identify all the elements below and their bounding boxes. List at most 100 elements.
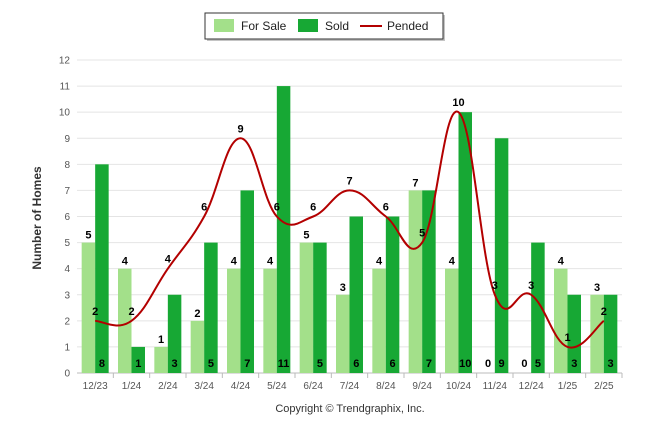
for-sale-value-label: 7	[412, 177, 418, 189]
y-tick-label: 7	[64, 186, 70, 197]
sold-value-label: 7	[426, 358, 432, 370]
x-tick-label: 12/24	[519, 381, 544, 392]
y-tick-label: 5	[64, 238, 70, 249]
x-tick-label: 7/24	[340, 381, 360, 392]
legend-label: Pended	[387, 19, 428, 33]
pended-value-label: 6	[274, 202, 280, 214]
legend-box	[204, 12, 444, 40]
pended-value-label: 2	[128, 306, 134, 318]
sold-value-label: 3	[172, 358, 178, 370]
bar-sold	[131, 346, 145, 373]
bar-sold	[385, 216, 400, 373]
bar-for-sale	[263, 268, 277, 373]
sold-value-label: 7	[244, 358, 250, 370]
sold-value-label: 11	[278, 358, 290, 370]
for-sale-value-label: 4	[376, 256, 383, 268]
x-tick-label: 12/23	[83, 381, 108, 392]
pended-value-label: 10	[452, 97, 464, 109]
x-tick-label: 1/25	[558, 381, 578, 392]
pended-value-label: 5	[419, 228, 425, 240]
for-sale-value-label: 4	[558, 256, 565, 268]
pended-value-label: 9	[237, 123, 243, 135]
sold-value-label: 9	[499, 358, 505, 370]
bar-sold	[167, 294, 182, 373]
bar-for-sale	[118, 268, 132, 373]
bar-sold	[603, 294, 618, 373]
bar-sold	[276, 86, 291, 373]
y-tick-label: 4	[64, 264, 70, 275]
sold-value-label: 10	[459, 358, 471, 370]
legend-label: Sold	[325, 19, 349, 33]
pended-line	[95, 110, 605, 349]
y-tick-label: 10	[59, 108, 71, 119]
for-sale-value-label: 4	[122, 256, 129, 268]
bar-sold	[95, 164, 109, 373]
bar-sold	[494, 138, 509, 373]
x-tick-label: 5/24	[267, 381, 287, 392]
y-tick-label: 6	[64, 212, 70, 223]
bar-for-sale	[445, 268, 459, 373]
for-sale-value-label: 4	[231, 256, 238, 268]
pended-value-label: 6	[310, 202, 316, 214]
y-tick-label: 3	[64, 290, 70, 301]
sold-value-label: 5	[535, 358, 541, 370]
bar-sold	[531, 242, 545, 373]
sold-value-label: 1	[135, 358, 141, 370]
legend: For Sale Sold Pended	[204, 12, 445, 41]
sold-value-label: 3	[608, 358, 614, 370]
bar-for-sale	[590, 294, 604, 373]
pended-value-label: 1	[564, 332, 570, 344]
pended-value-label: 6	[383, 202, 389, 214]
legend-swatch	[298, 19, 318, 32]
x-tick-label: 4/24	[231, 381, 251, 392]
copyright-text: Copyright © Trendgraphix, Inc.	[275, 403, 424, 415]
y-axis-title: Number of Homes	[30, 166, 44, 270]
sold-value-label: 3	[571, 358, 577, 370]
pended-value-label: 6	[201, 202, 207, 214]
for-sale-value-label: 5	[303, 230, 309, 242]
for-sale-value-label: 0	[485, 358, 491, 370]
sold-value-label: 5	[317, 358, 323, 370]
sold-value-label: 6	[390, 358, 396, 370]
y-tick-label: 9	[64, 134, 70, 145]
for-sale-value-label: 5	[85, 230, 91, 242]
bar-sold	[349, 216, 363, 373]
x-tick-label: 2/25	[594, 381, 614, 392]
bar-for-sale	[408, 190, 423, 373]
bar-for-sale	[372, 268, 386, 373]
pended-value-label: 3	[528, 280, 534, 292]
bar-sold	[422, 190, 436, 373]
x-tick-label: 9/24	[412, 381, 432, 392]
for-sale-value-label: 3	[594, 282, 600, 294]
legend-swatch	[214, 19, 234, 32]
y-tick-label: 1	[64, 342, 70, 353]
pended-line-path	[95, 110, 605, 349]
pended-value-label: 2	[92, 306, 98, 318]
bar-for-sale	[299, 242, 314, 373]
sold-value-label: 6	[353, 358, 359, 370]
bar-for-sale	[227, 268, 241, 373]
bar-for-sale	[190, 320, 205, 373]
y-tick-label: 2	[64, 316, 70, 327]
for-sale-value-label: 4	[449, 256, 456, 268]
for-sale-value-label: 0	[521, 358, 527, 370]
bar-for-sale	[154, 346, 168, 373]
bar-sold	[313, 242, 327, 373]
x-tick-label: 11/24	[483, 381, 508, 392]
for-sale-value-label: 2	[194, 308, 200, 320]
pended-value-label: 3	[492, 280, 498, 292]
bar-sold	[458, 112, 472, 374]
y-tick-label: 8	[64, 160, 70, 171]
bars	[81, 86, 618, 374]
x-tick-label: 8/24	[376, 381, 396, 392]
pended-value-label: 4	[165, 254, 172, 266]
bar-for-sale	[336, 294, 350, 373]
sold-value-label: 8	[99, 358, 105, 370]
x-tick-label: 6/24	[303, 381, 323, 392]
bar-for-sale	[81, 242, 96, 373]
pended-value-label: 2	[601, 306, 607, 318]
bar-for-sale	[554, 268, 568, 373]
